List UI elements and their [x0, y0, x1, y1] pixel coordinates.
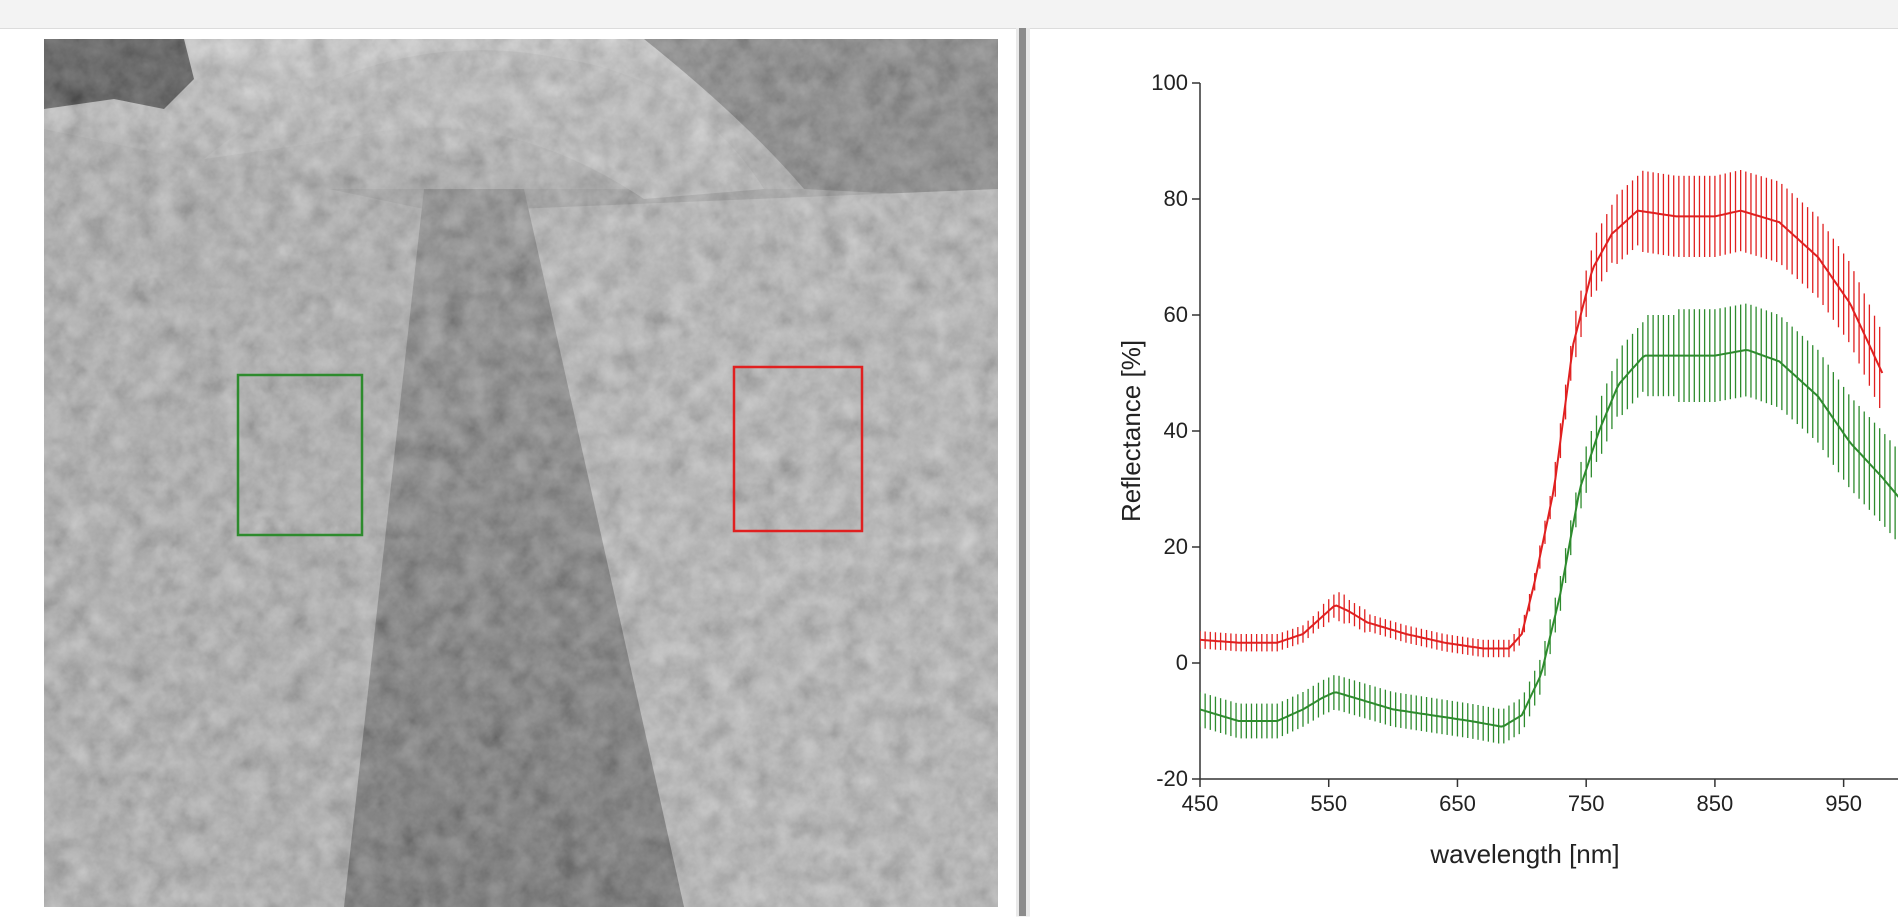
- series-1: [1200, 303, 1898, 744]
- y-tick-label: 60: [1164, 302, 1188, 327]
- y-tick-label: 20: [1164, 534, 1188, 559]
- image-panel: [0, 28, 1016, 917]
- y-tick-label: 100: [1151, 70, 1188, 95]
- hyperspectral-image-view[interactable]: [44, 39, 998, 907]
- spectrum-chart: -20 0 20 40 60 80 100 450 550 650 750 850 950 wavelen…: [1030, 29, 1898, 917]
- roi-overlay: [236, 365, 864, 537]
- x-tick-label: 850: [1697, 791, 1734, 816]
- roi-red-rectangle[interactable]: [732, 365, 864, 533]
- y-tick-label: 80: [1164, 186, 1188, 211]
- panel-splitter[interactable]: [1016, 28, 1030, 916]
- chart-svg: -20 0 20 40 60 80 100 450 550 650 750 850 950 wavelen…: [1116, 70, 1898, 869]
- y-tick-label: 40: [1164, 418, 1188, 443]
- y-tick-label: -20: [1156, 766, 1188, 791]
- x-tick-label: 650: [1439, 791, 1476, 816]
- splitter-grip[interactable]: [1019, 28, 1026, 916]
- x-tick-label: 750: [1568, 791, 1605, 816]
- y-axis-label: Reflectance [%]: [1116, 340, 1146, 522]
- roi-green-rectangle[interactable]: [236, 373, 364, 537]
- spectrum-panel: -20 0 20 40 60 80 100 450 550 650 750 850 950 wavelen…: [1030, 28, 1898, 917]
- series-line: [1200, 209, 1884, 650]
- series-line: [1200, 348, 1898, 728]
- plot-area: [1200, 170, 1898, 744]
- series-0: [1200, 170, 1884, 658]
- y-tick-label: 0: [1176, 650, 1188, 675]
- x-axis-label: wavelength [nm]: [1429, 839, 1619, 869]
- raspberry-field-image[interactable]: [44, 39, 998, 907]
- x-tick-label: 550: [1310, 791, 1347, 816]
- x-tick-label: 450: [1182, 791, 1219, 816]
- x-tick-label: 950: [1825, 791, 1862, 816]
